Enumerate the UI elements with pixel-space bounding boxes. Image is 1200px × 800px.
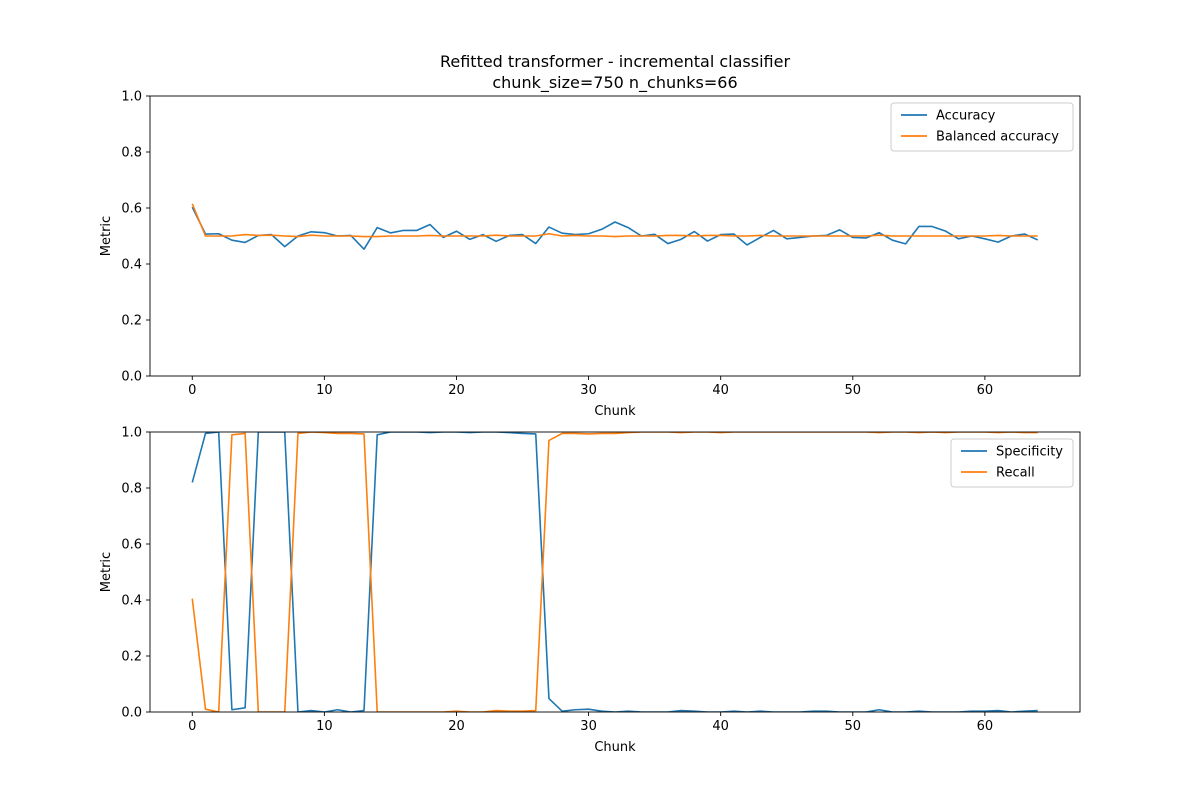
x-tick-label: 0 — [188, 383, 196, 398]
x-tick-label: 50 — [845, 383, 862, 398]
y-tick-label: 0.4 — [121, 258, 142, 273]
legend-label: Recall — [996, 466, 1035, 481]
legend: Accuracy Balanced accuracy — [890, 102, 1074, 152]
x-tick-label: 10 — [316, 719, 333, 734]
y-tick-label: 0.6 — [121, 538, 142, 553]
y-tick-label: 0.6 — [121, 202, 142, 217]
x-tick-label: 20 — [448, 719, 465, 734]
x-tick-label: 20 — [448, 383, 465, 398]
x-tick-label: 30 — [580, 383, 597, 398]
x-tick-label: 40 — [712, 383, 729, 398]
series-line-accuracy — [191, 206, 1039, 250]
legend-label: Specificity — [996, 445, 1063, 460]
legend-label: Accuracy — [936, 109, 996, 124]
y-tick-label: 0.0 — [121, 706, 142, 721]
y-tick-label: 1.0 — [121, 90, 142, 105]
y-tick-label: 0.8 — [121, 482, 142, 497]
chart-title-line1: Refitted transformer - incremental class… — [440, 52, 790, 71]
y-axis-label: Metric — [99, 552, 114, 592]
y-tick-label: 0.0 — [121, 370, 142, 385]
axes-frame — [149, 95, 1081, 377]
x-tick-label: 0 — [188, 719, 196, 734]
x-axis-label: Chunk — [594, 404, 636, 419]
legend-box — [890, 102, 1074, 152]
y-axis-label: Metric — [99, 216, 114, 256]
y-tick-label: 0.8 — [121, 146, 142, 161]
x-tick-label: 30 — [580, 719, 597, 734]
series-line-balanced-accuracy — [191, 203, 1038, 238]
x-tick-label: 60 — [977, 719, 994, 734]
legend: Specificity Recall — [950, 438, 1074, 488]
x-tick-label: 40 — [712, 719, 729, 734]
y-tick-label: 0.2 — [121, 650, 142, 665]
x-axis-label: Chunk — [594, 740, 636, 755]
y-tick-label: 1.0 — [121, 426, 142, 441]
series-line-recall — [191, 432, 1038, 712]
y-tick-label: 0.2 — [121, 314, 142, 329]
chart-title-line2: chunk_size=750 n_chunks=66 — [492, 73, 737, 93]
series-line-specificity — [191, 432, 1038, 712]
x-tick-label: 10 — [316, 383, 333, 398]
axes-frame — [149, 431, 1081, 713]
top-subplot: 0 10 20 30 40 50 60 0.0 0.2 0.4 0.6 0.8 1.0 Chunk Metr… — [99, 90, 1081, 419]
legend-label: Balanced accuracy — [936, 130, 1059, 145]
x-tick-label: 50 — [845, 719, 862, 734]
x-tick-label: 60 — [977, 383, 994, 398]
y-tick-label: 0.4 — [121, 594, 142, 609]
bottom-subplot: 0 10 20 30 40 50 60 0.0 0.2 0.4 0.6 0.8 1.0 Chunk Metr… — [99, 426, 1081, 755]
